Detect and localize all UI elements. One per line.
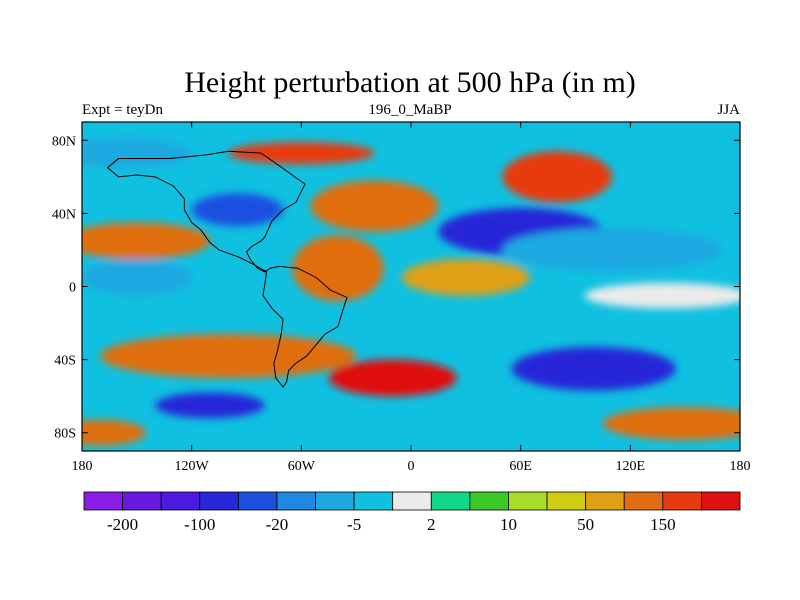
- colorbar-swatch: [430, 491, 471, 511]
- x-tick-label: 60W: [288, 459, 316, 474]
- coastline: [106, 150, 348, 388]
- colorbar-label: 150: [650, 515, 676, 534]
- y-tick-label: 0: [69, 281, 76, 296]
- colorbar-swatch: [508, 491, 548, 511]
- colorbar-label: -5: [347, 515, 361, 534]
- colorbar-label: 2: [427, 515, 436, 534]
- field-region: [502, 151, 613, 203]
- field-region: [584, 282, 740, 309]
- x-tick-label: 60E: [509, 459, 532, 474]
- field-region: [155, 392, 265, 419]
- colorbar-label: -200: [107, 515, 138, 534]
- x-tick-label: 0: [408, 459, 415, 474]
- x-tick-label: 120E: [616, 459, 646, 474]
- colorbar-swatch: [83, 491, 123, 511]
- colorbar-swatch: [199, 491, 239, 511]
- y-tick-label: 40N: [52, 207, 76, 222]
- x-tick-label: 180: [730, 459, 751, 474]
- field-region: [401, 259, 530, 296]
- colorbar-label: 50: [577, 515, 594, 534]
- y-tick-label: 40S: [54, 354, 76, 369]
- colorbar-swatch: [701, 491, 741, 511]
- field-region: [310, 180, 439, 232]
- field-region: [228, 142, 375, 165]
- chart-title: Height perturbation at 500 hPa (in m): [184, 66, 636, 99]
- field-region: [82, 259, 192, 296]
- y-tick-label: 80N: [52, 134, 76, 149]
- field-region: [602, 407, 740, 441]
- colorbar-swatch: [585, 491, 625, 511]
- field-region: [292, 235, 384, 302]
- colorbar-swatch: [122, 491, 162, 511]
- subtitle-center: 196_0_MaBP: [368, 102, 451, 118]
- field-region: [328, 359, 457, 397]
- x-tick-label: 120W: [175, 459, 210, 474]
- colorbar-label: -20: [266, 515, 289, 534]
- colorbar-swatch: [160, 491, 201, 511]
- colorbar-swatch: [623, 491, 664, 511]
- x-axis: 180 120W 60W 0 60E 120E 180: [72, 122, 751, 474]
- y-tick-label: 80S: [54, 427, 76, 442]
- field-region: [82, 222, 210, 260]
- colorbar-label: 10: [500, 515, 517, 534]
- field-region: [502, 228, 722, 272]
- colorbar-swatch: [662, 491, 702, 511]
- colorbar-swatch: [546, 491, 587, 511]
- colorbar-label: -100: [184, 515, 215, 534]
- colorbar-swatch: [469, 491, 509, 511]
- subtitle-right: JJA: [717, 102, 740, 118]
- field-region: [82, 419, 146, 446]
- field-region: [100, 334, 357, 378]
- x-tick-label: 180: [72, 459, 93, 474]
- colorbar-swatch: [237, 491, 278, 511]
- field-region: [511, 346, 677, 391]
- colorbar: -200 -100 -20 -5 2 10 50 150: [83, 491, 741, 534]
- colorbar-swatch: [353, 491, 394, 511]
- colorbar-swatch: [276, 491, 316, 511]
- map-area: [82, 122, 740, 451]
- colorbar-swatch: [315, 491, 355, 511]
- subtitle-left: Expt = teyDn: [82, 102, 163, 118]
- colorbar-swatch: [392, 491, 432, 511]
- y-axis: 80N 40N 0 40S 80S: [52, 134, 740, 442]
- field-region: [82, 138, 192, 168]
- field-region: [191, 193, 284, 227]
